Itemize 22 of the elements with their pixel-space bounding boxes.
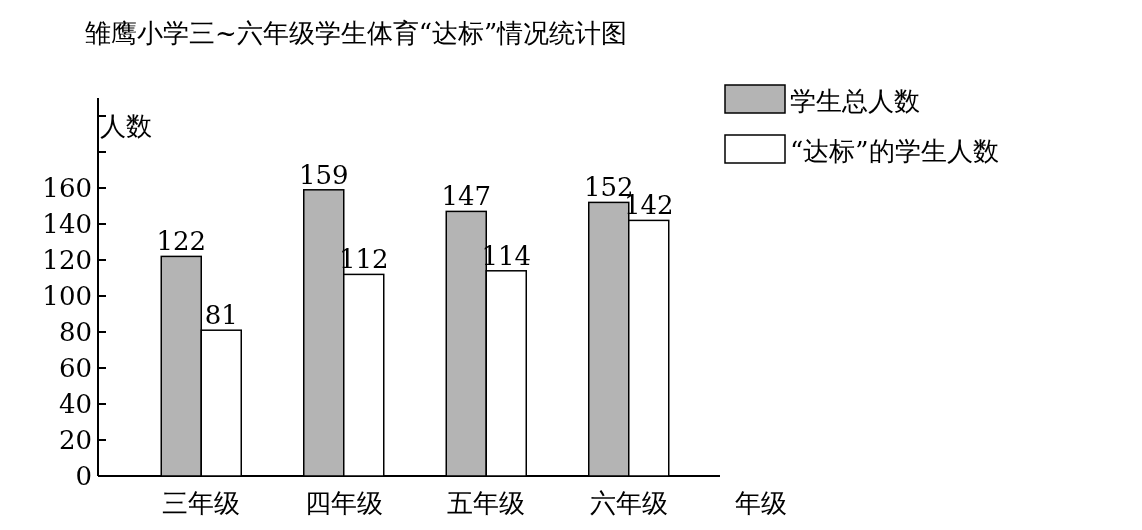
x-tick-label: 三年级 [162,488,241,518]
y-axis-title: 人数 [100,111,152,141]
y-tick-label: 100 [42,281,92,311]
y-tick-label: 140 [42,209,92,239]
y-tick-label: 40 [58,389,92,419]
data-label: 147 [441,181,492,212]
data-label: 159 [298,159,349,190]
chart-title: 雏鹰小学三~六年级学生体育“达标”情况统计图 [85,18,628,48]
data-label: 81 [204,300,238,331]
y-tick-label: 160 [42,173,92,203]
x-tick-label: 四年级 [304,488,383,518]
legend-label: “达标”的学生人数 [790,136,999,166]
y-tick-label: 20 [58,425,92,455]
x-axis-title: 年级 [735,488,787,518]
y-tick-label: 0 [75,461,92,491]
x-tick-label: 六年级 [589,488,668,518]
x-tick-label: 五年级 [447,488,526,518]
legend-label: 学生总人数 [790,86,920,116]
data-label: 122 [156,226,207,257]
y-tick-label: 80 [58,317,92,347]
y-tick-label: 120 [42,245,92,275]
y-tick-label: 60 [58,353,92,383]
